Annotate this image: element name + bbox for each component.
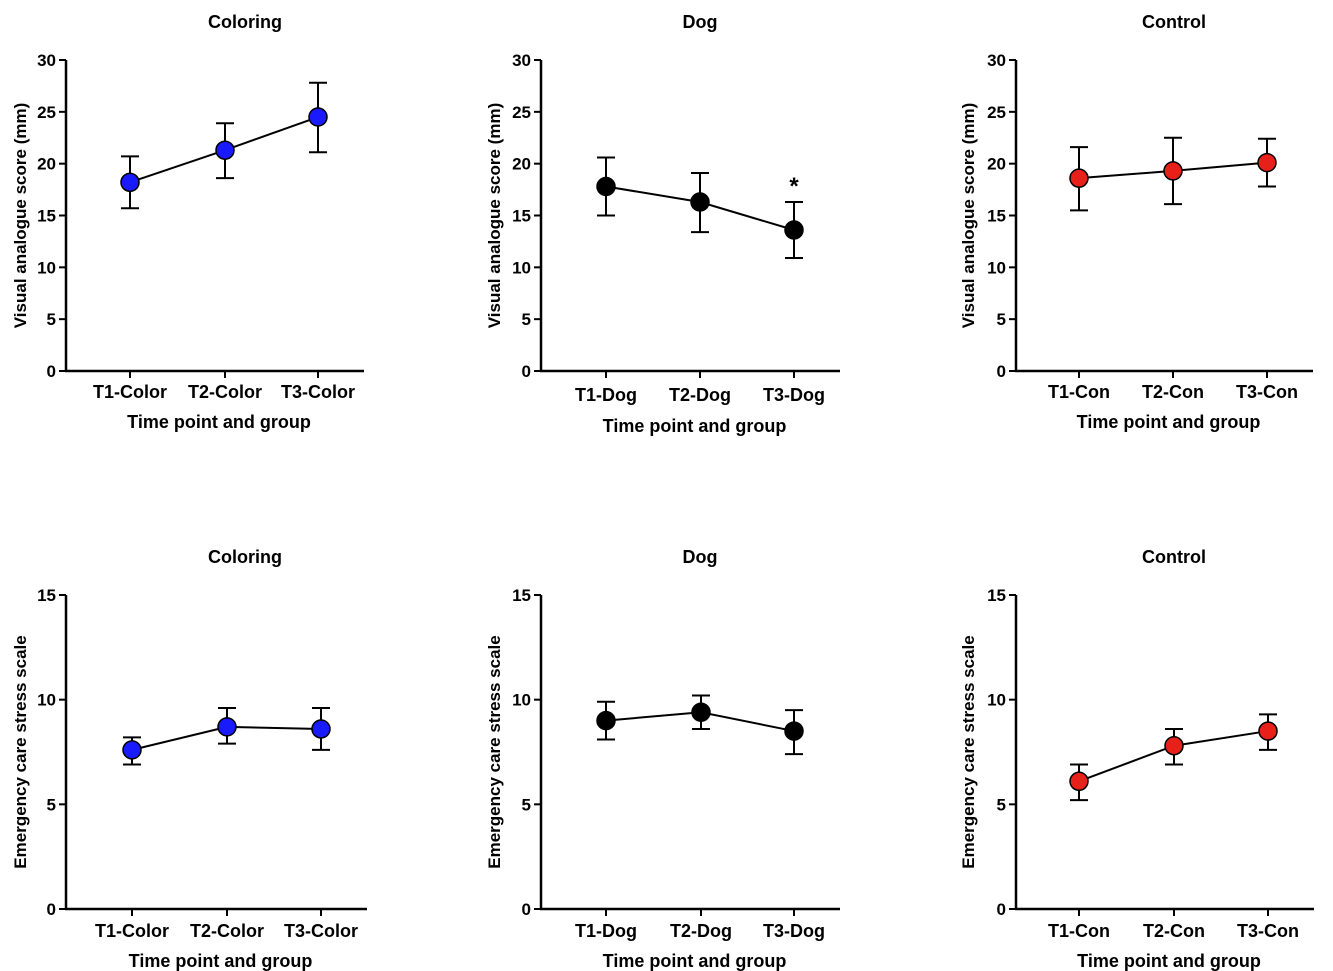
y-tick-label: 30 bbox=[987, 51, 1006, 70]
x-tick-label: T3-Con bbox=[1237, 921, 1299, 941]
y-tick-label: 10 bbox=[512, 258, 531, 277]
y-tick-label: 20 bbox=[512, 155, 531, 174]
y-tick-label: 0 bbox=[997, 900, 1006, 919]
data-point bbox=[120, 172, 140, 193]
y-tick-label: 5 bbox=[997, 795, 1006, 814]
data-point bbox=[215, 140, 235, 160]
x-tick-label: T2-Dog bbox=[669, 385, 731, 405]
chart-title: Control bbox=[1142, 547, 1206, 567]
y-tick-label: 5 bbox=[522, 795, 531, 814]
chart-title: Dog bbox=[683, 547, 718, 567]
x-axis-label: Time point and group bbox=[1077, 412, 1261, 432]
data-point bbox=[217, 717, 237, 737]
y-axis-label: Visual analogue score (mm) bbox=[11, 103, 30, 328]
x-axis-label: Time point and group bbox=[603, 416, 787, 436]
data-point bbox=[1258, 721, 1278, 741]
y-tick-label: 15 bbox=[37, 207, 56, 226]
x-axis-label: Time point and group bbox=[127, 412, 311, 432]
x-axis-label: Time point and group bbox=[1077, 951, 1261, 971]
y-tick-label: 10 bbox=[37, 258, 56, 277]
y-tick-label: 15 bbox=[512, 586, 531, 605]
y-tick-label: 30 bbox=[512, 51, 531, 70]
y-tick-label: 0 bbox=[522, 362, 531, 381]
y-axis-label: Emergency care stress scale bbox=[11, 635, 30, 868]
y-tick-label: 15 bbox=[512, 207, 531, 226]
y-tick-label: 10 bbox=[37, 691, 56, 710]
y-axis-label: Visual analogue score (mm) bbox=[959, 103, 978, 328]
data-point bbox=[596, 710, 616, 731]
x-tick-label: T1-Con bbox=[1048, 921, 1110, 941]
x-tick-label: T1-Dog bbox=[575, 385, 637, 405]
chart-panel-4: Coloring 0 5 10 15 T1-Color T2-Color T3-Color Ti… bbox=[11, 547, 367, 971]
chart-title: Dog bbox=[683, 12, 718, 32]
y-tick-label: 25 bbox=[987, 103, 1006, 122]
data-point bbox=[1257, 152, 1277, 173]
chart-panel-6: Control 0 5 10 15 T1-Con T2-Con T3-Con Time poin… bbox=[959, 547, 1314, 971]
x-tick-label: T2-Con bbox=[1142, 382, 1204, 402]
y-tick-label: 10 bbox=[512, 691, 531, 710]
y-tick-label: 5 bbox=[47, 310, 56, 329]
chart-title: Coloring bbox=[208, 12, 282, 32]
data-point bbox=[784, 721, 804, 741]
data-point bbox=[596, 176, 616, 197]
x-tick-label: T3-Color bbox=[281, 382, 355, 402]
chart-panel-2: Dog 0 5 10 15 20 25 30 T1-Dog T2-Dog T3-Dog Time po… bbox=[485, 12, 840, 436]
x-axis-label: Time point and group bbox=[603, 951, 787, 971]
x-tick-label: T2-Color bbox=[188, 382, 262, 402]
y-tick-label: 0 bbox=[997, 362, 1006, 381]
data-point bbox=[784, 220, 804, 240]
data-point bbox=[1163, 161, 1183, 181]
x-tick-label: T2-Con bbox=[1143, 921, 1205, 941]
x-tick-label: T1-Color bbox=[93, 382, 167, 402]
y-tick-label: 10 bbox=[987, 258, 1006, 277]
data-point bbox=[1069, 771, 1089, 792]
y-tick-label: 15 bbox=[37, 586, 56, 605]
data-point bbox=[308, 107, 328, 127]
chart-panel-3: Control 0 5 10 15 20 25 30 T1-Con T2-Con T3-Con Tim… bbox=[959, 12, 1313, 432]
data-point bbox=[690, 192, 710, 212]
x-tick-label: T2-Color bbox=[190, 921, 264, 941]
data-point bbox=[311, 719, 331, 739]
x-tick-label: T1-Dog bbox=[575, 921, 637, 941]
y-tick-label: 25 bbox=[512, 103, 531, 122]
x-axis-label: Time point and group bbox=[129, 951, 313, 971]
y-tick-label: 25 bbox=[37, 103, 56, 122]
y-tick-label: 20 bbox=[37, 155, 56, 174]
data-point bbox=[122, 740, 142, 760]
data-point bbox=[691, 702, 711, 722]
data-point bbox=[1164, 735, 1184, 756]
y-tick-label: 5 bbox=[47, 795, 56, 814]
y-tick-label: 5 bbox=[997, 310, 1006, 329]
data-point bbox=[1069, 168, 1089, 188]
y-tick-label: 0 bbox=[47, 362, 56, 381]
chart-panel-5: Dog 0 5 10 15 T1-Dog T2-Dog T3-Dog Time point an… bbox=[485, 547, 840, 971]
chart-panel-1: Coloring 0 5 10 15 20 25 30 T1-Color T2-Color T3-C… bbox=[11, 12, 364, 432]
x-tick-label: T3-Dog bbox=[763, 385, 825, 405]
x-tick-label: T1-Color bbox=[95, 921, 169, 941]
y-tick-label: 5 bbox=[522, 310, 531, 329]
y-tick-label: 0 bbox=[522, 900, 531, 919]
y-tick-label: 15 bbox=[987, 586, 1006, 605]
y-axis-label: Emergency care stress scale bbox=[959, 635, 978, 868]
y-tick-label: 30 bbox=[37, 51, 56, 70]
y-axis-label: Visual analogue score (mm) bbox=[485, 103, 504, 328]
y-tick-label: 10 bbox=[987, 691, 1006, 710]
y-tick-label: 20 bbox=[987, 155, 1006, 174]
significance-marker: * bbox=[789, 173, 799, 200]
y-tick-label: 15 bbox=[987, 207, 1006, 226]
chart-title: Coloring bbox=[208, 547, 282, 567]
x-tick-label: T3-Color bbox=[284, 921, 358, 941]
x-tick-label: T3-Con bbox=[1236, 382, 1298, 402]
x-tick-label: T3-Dog bbox=[763, 921, 825, 941]
x-tick-label: T1-Con bbox=[1048, 382, 1110, 402]
x-tick-label: T2-Dog bbox=[670, 921, 732, 941]
chart-title: Control bbox=[1142, 12, 1206, 32]
y-axis-label: Emergency care stress scale bbox=[485, 635, 504, 868]
y-tick-label: 0 bbox=[47, 900, 56, 919]
